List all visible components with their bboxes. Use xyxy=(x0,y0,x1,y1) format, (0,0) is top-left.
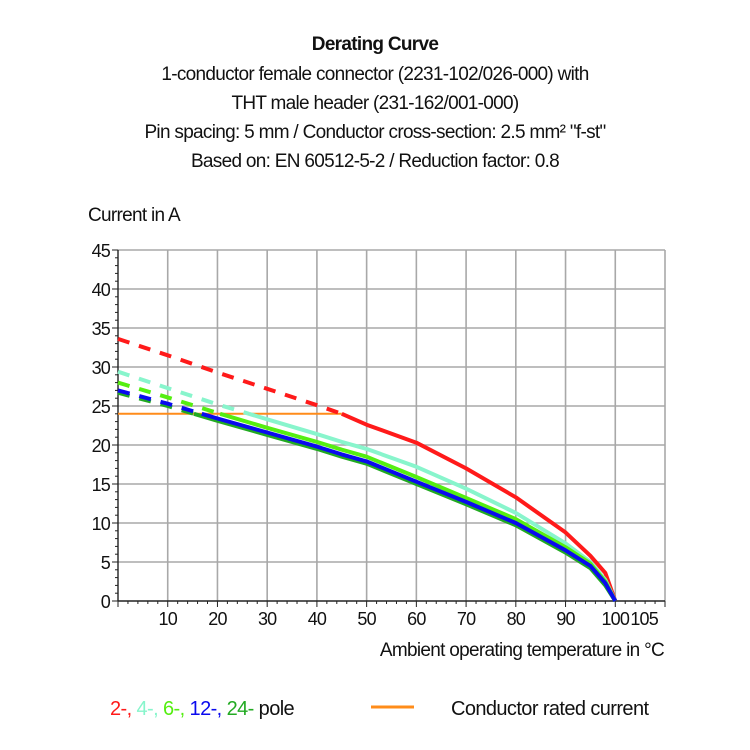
y-tick-label: 25 xyxy=(92,397,111,417)
chart-subtitle-1: 1-conductor female connector (2231-102/0… xyxy=(161,64,588,85)
y-tick-label: 35 xyxy=(92,319,111,339)
y-tick-label: 40 xyxy=(92,280,111,300)
chart-subtitle-2: THT male header (231-162/001-000) xyxy=(231,93,518,114)
x-tick-label: 60 xyxy=(407,609,426,629)
series-4-pole-dashed-line xyxy=(117,369,250,416)
legend: 2-, 4-, 6-, 12-, 24- pole Conductor rate… xyxy=(110,698,650,720)
y-axis-label: Current in A xyxy=(88,205,181,226)
y-tick-labels: 0 5 10 15 20 25 30 35 40 45 xyxy=(92,241,112,612)
y-tick-label: 20 xyxy=(92,436,111,456)
series-24-pole-line xyxy=(193,411,617,603)
x-tick-label: 10 xyxy=(159,609,178,629)
x-tick-label: 30 xyxy=(258,609,277,629)
y-tick-label: 30 xyxy=(92,358,111,378)
y-tick-label: 0 xyxy=(101,592,111,612)
series-lines xyxy=(117,337,618,603)
y-tick-label: 45 xyxy=(92,241,111,261)
x-tick-label: 40 xyxy=(308,609,327,629)
legend-entry-2-pole: 2-, xyxy=(110,698,132,720)
series-12-pole-line xyxy=(201,411,618,602)
series-2-pole-dashed-line xyxy=(117,337,343,416)
x-axis-label: Ambient operating temperature in °C xyxy=(380,640,664,661)
y-tick-label: 15 xyxy=(92,475,111,495)
x-tick-label: 90 xyxy=(556,609,575,629)
x-tick-label: 50 xyxy=(357,609,376,629)
legend-entry-6-pole: 6-, xyxy=(163,698,185,720)
x-tick-labels: 10 20 30 40 50 60 70 80 90 100 105 xyxy=(159,609,660,629)
y-tick-label: 5 xyxy=(101,553,111,573)
x-tick-label: 80 xyxy=(507,609,526,629)
legend-entry-4-pole: 4-, xyxy=(137,698,159,720)
x-tick-label: 70 xyxy=(457,609,476,629)
x-tick-label: 100 xyxy=(601,609,629,629)
x-tick-label: 20 xyxy=(208,609,227,629)
series-24-pole-dashed-line xyxy=(117,390,195,416)
legend-entry-12-pole: 12-, xyxy=(190,698,222,720)
legend-entry-24-pole: 24- xyxy=(227,698,254,720)
series-6-pole-dashed-line xyxy=(117,380,221,416)
x-tick-label: 105 xyxy=(630,609,658,629)
chart-subtitle-4: Based on: EN 60512-5-2 / Reduction facto… xyxy=(191,151,559,172)
y-tick-label: 10 xyxy=(92,514,111,534)
axes xyxy=(112,249,666,607)
legend-pole-suffix: pole xyxy=(259,698,295,720)
chart-subtitle-3: Pin spacing: 5 mm / Conductor cross-sect… xyxy=(144,122,605,143)
grid xyxy=(118,249,666,601)
series-12-pole-dashed-line xyxy=(117,388,203,416)
legend-rated-current-label: Conductor rated current xyxy=(451,698,649,720)
legend-poles: 2-, 4-, 6-, 12-, 24- pole xyxy=(110,698,295,720)
series-2-pole-line xyxy=(340,411,618,602)
chart-title: Derating Curve xyxy=(312,34,439,55)
